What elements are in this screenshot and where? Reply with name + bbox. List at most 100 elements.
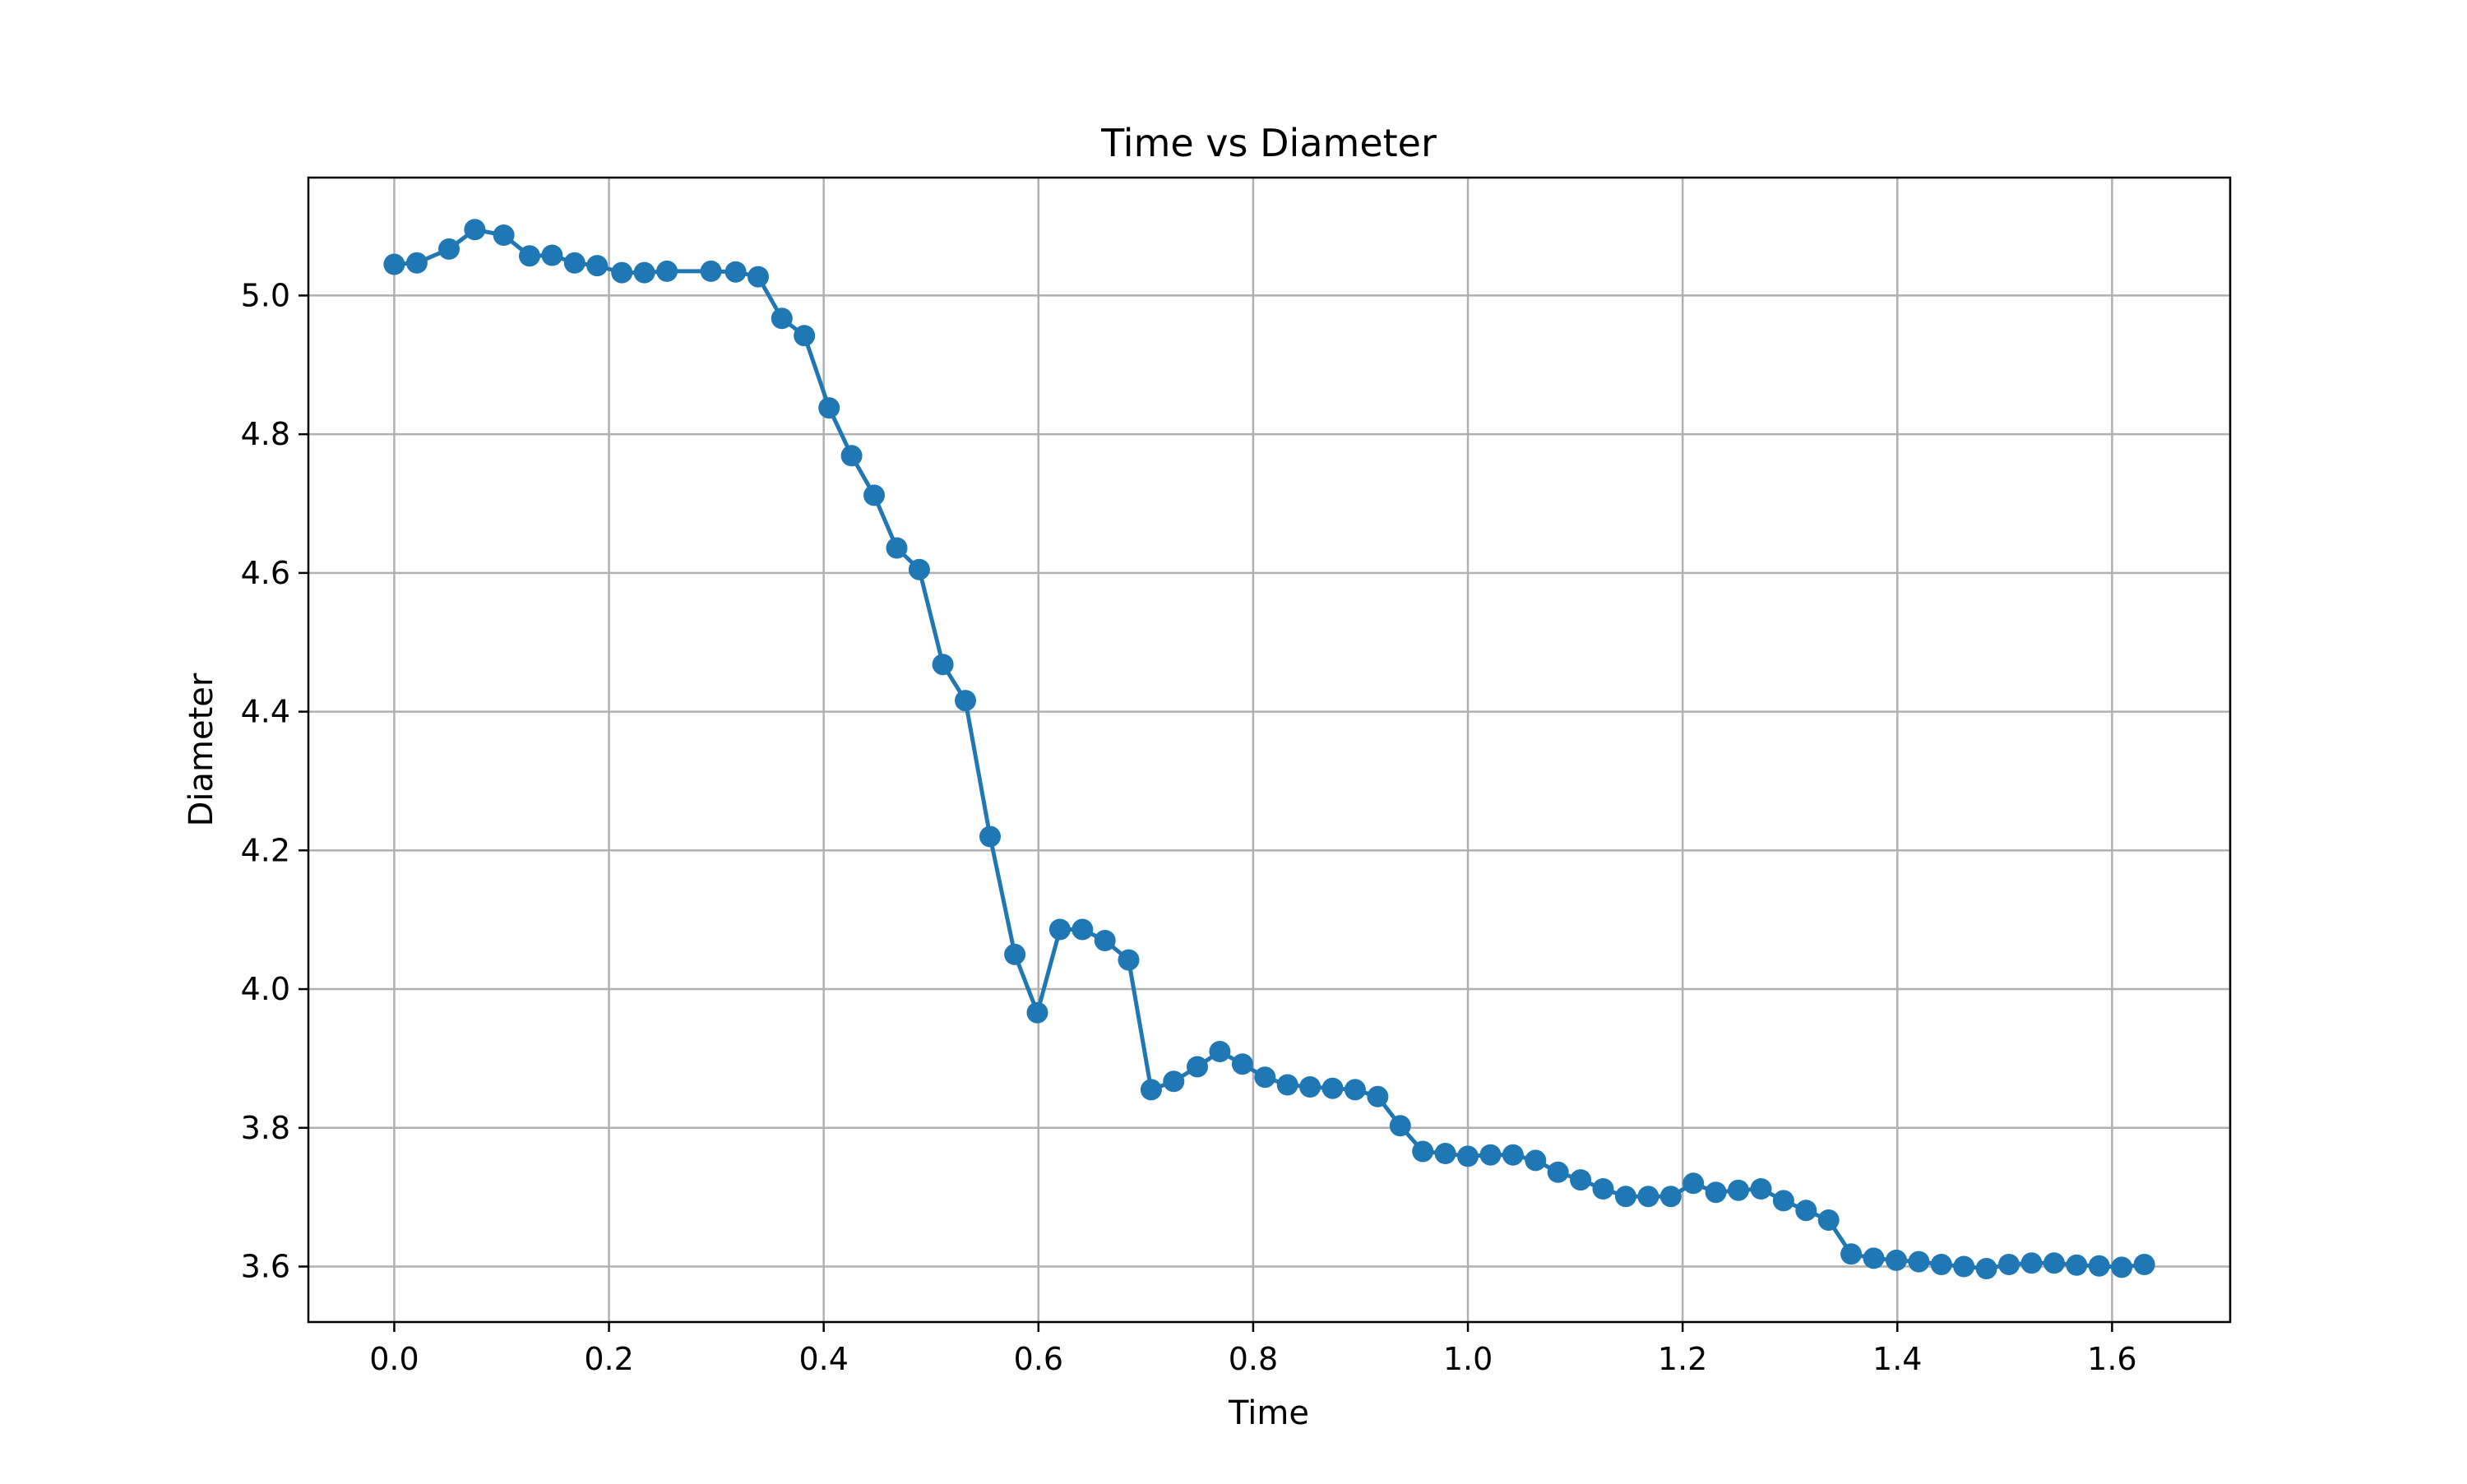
y-tick-label: 4.0 <box>241 971 290 1007</box>
y-tick-label: 5.0 <box>241 277 290 313</box>
data-point <box>2020 1252 2043 1274</box>
data-point <box>1389 1115 1411 1137</box>
data-point <box>1728 1179 1749 1201</box>
data-point <box>908 558 930 580</box>
data-point <box>1004 943 1026 965</box>
data-point <box>886 537 908 559</box>
data-point <box>1570 1169 1592 1191</box>
x-tick-label: 1.0 <box>1443 1341 1493 1377</box>
data-point <box>1118 949 1140 971</box>
data-point <box>1817 1209 1840 1231</box>
data-point <box>1953 1255 1975 1278</box>
data-point <box>1276 1074 1298 1096</box>
data-point <box>1163 1070 1185 1093</box>
data-point <box>955 690 976 712</box>
data-point <box>1299 1076 1321 1098</box>
data-point <box>1434 1143 1456 1164</box>
axis-ticks: 0.0 0.2 0.4 0.6 0.8 1.0 1.2 1.4 1.6 3.6 3.8 4.0 4.2 4… <box>241 277 2137 1377</box>
data-point <box>1412 1140 1434 1163</box>
data-point <box>1659 1186 1682 1208</box>
data-point <box>1457 1145 1479 1167</box>
data-point <box>1072 918 1094 941</box>
plot-frame <box>307 176 2232 1324</box>
data-point <box>656 260 678 282</box>
data-point <box>794 325 816 347</box>
data-point <box>1886 1249 1907 1271</box>
data-point <box>493 224 515 246</box>
data-point <box>2066 1254 2088 1276</box>
data-point <box>2088 1255 2110 1277</box>
data-point <box>1863 1247 1885 1269</box>
data-point <box>1254 1066 1276 1089</box>
x-tick-label: 0.0 <box>369 1341 419 1377</box>
data-point <box>840 445 863 467</box>
data-point <box>586 255 609 277</box>
data-point <box>818 397 840 419</box>
data-point <box>1637 1186 1659 1208</box>
data-point <box>1705 1181 1727 1204</box>
data-point <box>1547 1161 1569 1183</box>
data-point <box>1026 1001 1048 1024</box>
data-point <box>1209 1041 1231 1062</box>
y-tick-label: 4.8 <box>241 416 290 452</box>
series-layer <box>383 219 2155 1279</box>
data-point <box>1502 1144 1524 1166</box>
y-axis-label: Diameter <box>183 673 220 826</box>
data-point <box>633 261 655 284</box>
data-point <box>1795 1200 1817 1222</box>
data-point <box>1094 930 1116 951</box>
data-point <box>1615 1186 1636 1208</box>
data-point <box>1998 1254 2020 1275</box>
data-point <box>1772 1190 1794 1212</box>
data-point <box>405 252 428 274</box>
data-point <box>464 219 486 241</box>
data-point <box>383 253 405 275</box>
data-point <box>1344 1079 1366 1101</box>
data-point <box>863 484 885 506</box>
series-line <box>394 227 2145 1271</box>
data-point <box>700 260 722 282</box>
data-point <box>438 238 460 260</box>
data-point <box>1140 1079 1162 1101</box>
x-tick-label: 0.8 <box>1229 1341 1278 1377</box>
data-point <box>1321 1077 1344 1099</box>
data-point <box>611 261 633 284</box>
data-point <box>1908 1251 1930 1273</box>
x-tick-label: 0.6 <box>1014 1341 1063 1377</box>
data-point <box>1231 1053 1253 1075</box>
y-tick-label: 3.8 <box>241 1110 290 1146</box>
y-tick-label: 4.2 <box>241 832 290 868</box>
data-point <box>748 266 769 288</box>
y-tick-label: 4.6 <box>241 555 290 591</box>
data-point <box>541 244 563 266</box>
data-point <box>1750 1178 1772 1200</box>
data-point <box>724 261 747 283</box>
x-tick-label: 1.6 <box>2087 1341 2136 1377</box>
data-point <box>1592 1178 1614 1200</box>
data-point <box>2133 1254 2155 1275</box>
x-axis-label: Time <box>1228 1394 1309 1432</box>
data-point <box>1187 1056 1208 1078</box>
y-tick-label: 4.4 <box>241 694 290 730</box>
data-point <box>1367 1085 1389 1107</box>
data-point <box>1525 1149 1547 1172</box>
x-tick-label: 0.2 <box>584 1341 633 1377</box>
data-point <box>1975 1258 1997 1279</box>
data-point <box>1048 918 1071 941</box>
x-tick-label: 1.2 <box>1658 1341 1707 1377</box>
data-point <box>1682 1172 1705 1195</box>
data-point <box>2043 1252 2065 1274</box>
data-point <box>563 252 586 274</box>
data-point <box>1840 1243 1863 1265</box>
data-point <box>519 245 540 267</box>
data-point <box>1930 1254 1952 1275</box>
data-point <box>2111 1256 2133 1278</box>
data-point <box>932 654 954 676</box>
y-tick-label: 3.6 <box>241 1249 290 1285</box>
data-point <box>1479 1144 1502 1166</box>
data-point <box>771 307 793 330</box>
data-point <box>979 825 1001 848</box>
x-tick-label: 1.4 <box>1872 1341 1922 1377</box>
